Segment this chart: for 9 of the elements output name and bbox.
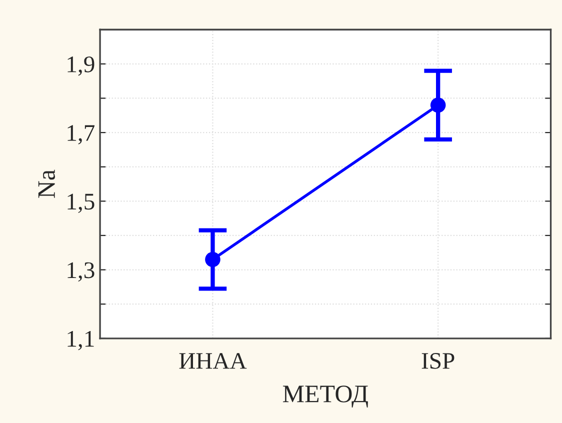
y-tick-label: 1,7	[68, 125, 94, 144]
y-tick-label: 1,3	[68, 262, 94, 282]
x-tick-label: ИНАА	[179, 353, 247, 369]
y-axis-title: Na	[38, 170, 56, 198]
y-tick-label: 1,9	[68, 56, 94, 76]
y-tick-label: 1,1	[68, 331, 94, 350]
x-tick-label: ISP	[422, 353, 454, 369]
x-axis-title: МЕТОД	[282, 386, 368, 408]
y-tick-label: 1,5	[68, 194, 94, 213]
